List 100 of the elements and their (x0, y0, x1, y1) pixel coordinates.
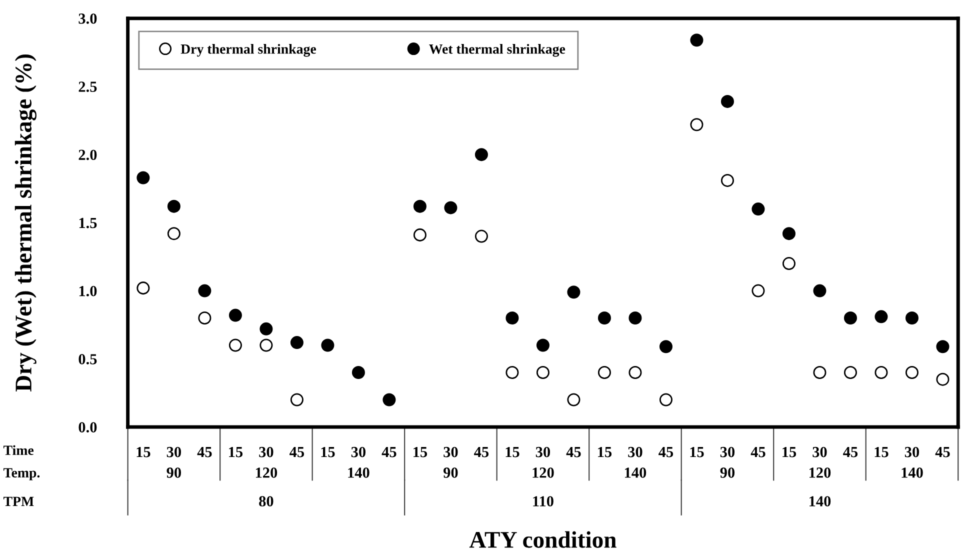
point (167, 227, 180, 240)
y-tick-label: 0.5 (78, 354, 97, 364)
x-tick-label: 45 (197, 446, 212, 458)
text: 90 (720, 468, 735, 478)
point (659, 393, 672, 406)
x-tick-label: 15 (321, 446, 335, 458)
x-tick-label: 15 (598, 446, 612, 458)
text: 80 (259, 496, 274, 506)
point (782, 257, 796, 270)
text: Time (3, 445, 34, 455)
text: 90 (166, 468, 181, 478)
y-axis-title: Dry (Wet) thermal shrinkage (%) (14, 54, 36, 392)
point (874, 366, 888, 380)
point (844, 312, 857, 325)
x-tick-label: 45 (474, 446, 489, 458)
text: 140 (902, 468, 923, 478)
text: 110 (533, 496, 554, 506)
x-tick-label: 30 (812, 446, 827, 458)
point (290, 336, 304, 350)
point (567, 393, 580, 406)
point (228, 308, 242, 322)
point (444, 201, 458, 214)
x-tick-label: 45 (843, 446, 858, 458)
point (413, 228, 426, 242)
x-tick-label: 15 (782, 446, 796, 458)
point (690, 34, 704, 47)
y-tick-label: 2.5 (78, 82, 97, 92)
point (874, 310, 888, 324)
text: 120 (810, 468, 831, 478)
point (905, 366, 918, 380)
point (321, 338, 334, 352)
x-tick-label: 30 (259, 446, 274, 458)
point (474, 230, 488, 243)
point (413, 200, 426, 213)
text: Temp. (3, 468, 40, 480)
point (752, 284, 765, 298)
x-tick-label: 15 (874, 446, 888, 458)
x-tick-label: 45 (566, 446, 581, 458)
point (506, 312, 519, 325)
x-tick-label: 30 (904, 446, 920, 458)
x-tick-label: 30 (720, 446, 735, 458)
point (536, 366, 550, 380)
point (167, 200, 180, 213)
text: 140 (810, 496, 831, 506)
point (628, 312, 642, 325)
point (198, 284, 212, 298)
x-tick-label: 45 (382, 446, 396, 458)
point (844, 366, 857, 380)
point (228, 338, 242, 352)
point (136, 171, 150, 184)
point (260, 338, 273, 352)
point (936, 340, 950, 354)
text: 120 (256, 468, 278, 478)
x-axis-title: ATY condition (469, 531, 616, 548)
point (260, 322, 273, 336)
point (598, 366, 611, 380)
point (690, 118, 704, 132)
point (506, 366, 519, 380)
point (782, 227, 796, 240)
point (290, 393, 304, 406)
legend-label: Wet thermal shrinkage (429, 44, 566, 57)
point (720, 174, 734, 187)
text: TPM (3, 496, 34, 506)
text: 90 (443, 468, 458, 478)
point (659, 340, 672, 354)
point (598, 312, 611, 325)
x-tick-label: 45 (935, 446, 950, 458)
point (936, 372, 950, 386)
y-tick-label: 1.0 (79, 286, 97, 296)
point (198, 312, 212, 325)
x-tick-label: 45 (750, 446, 766, 458)
x-tick-label: 45 (658, 446, 674, 458)
x-tick-label: 30 (628, 446, 642, 458)
point (474, 148, 488, 162)
x-tick-label: 15 (414, 446, 428, 458)
x-tick-label: 30 (166, 446, 181, 458)
point (752, 202, 765, 216)
text: 140 (624, 468, 646, 478)
x-tick-label: 15 (690, 446, 704, 458)
legend-label: Dry thermal shrinkage (180, 44, 316, 57)
x-tick-label: 15 (506, 446, 520, 458)
point (720, 94, 734, 108)
point (905, 312, 918, 325)
y-tick-label: 2.0 (78, 150, 97, 160)
y-tick-label: 0.0 (78, 422, 97, 433)
point (567, 286, 580, 299)
point (352, 366, 365, 380)
point (136, 282, 150, 295)
x-tick-label: 45 (290, 446, 304, 458)
point (813, 284, 826, 298)
point (536, 338, 550, 352)
x-tick-label: 15 (229, 446, 243, 458)
point (382, 393, 396, 406)
y-tick-label: 3.0 (78, 13, 97, 24)
text: 140 (348, 468, 370, 478)
x-tick-label: 30 (536, 446, 550, 458)
x-tick-label: 15 (136, 446, 150, 458)
x-tick-label: 30 (444, 446, 458, 458)
point (813, 366, 826, 380)
text: 120 (532, 468, 554, 478)
